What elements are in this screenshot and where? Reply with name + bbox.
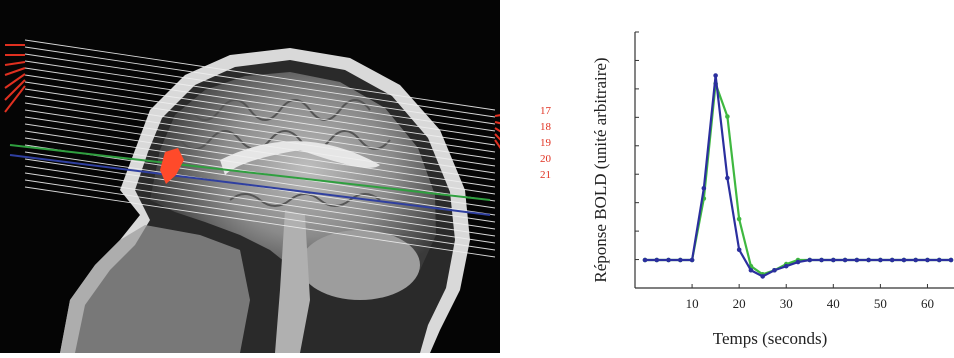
blue-reference-line bbox=[9, 154, 491, 216]
series-point bbox=[842, 257, 848, 263]
slice-line bbox=[24, 46, 496, 118]
series-point bbox=[666, 257, 671, 263]
series-point bbox=[760, 274, 765, 279]
y-axis-label: Réponse BOLD (unité arbitraire) bbox=[591, 57, 610, 282]
mri-figure bbox=[0, 0, 524, 353]
slice-number-19: 19 bbox=[540, 137, 551, 149]
slice-line bbox=[24, 116, 496, 188]
chart-ticks: 10 20 30 40 50 60 bbox=[686, 284, 934, 311]
series-point bbox=[736, 247, 742, 253]
slice-line bbox=[24, 95, 496, 167]
slice-number-18: 18 bbox=[540, 121, 551, 133]
x-tick-label: 30 bbox=[780, 296, 793, 311]
series-point bbox=[913, 257, 918, 263]
chart-series bbox=[642, 73, 954, 279]
brainstem bbox=[275, 210, 310, 353]
x-axis-label: Temps (seconds) bbox=[713, 329, 827, 348]
cerebellum bbox=[300, 230, 420, 300]
series-point bbox=[807, 257, 813, 263]
green-reference-line bbox=[9, 144, 491, 201]
slice-line bbox=[24, 109, 496, 181]
x-tick-label: 60 bbox=[921, 296, 934, 311]
slice-line bbox=[24, 39, 496, 111]
series-point bbox=[748, 267, 754, 273]
chart-axes bbox=[634, 31, 954, 289]
x-tick-label: 50 bbox=[874, 296, 887, 311]
mri-sagittal-image bbox=[0, 0, 524, 353]
series-point bbox=[713, 73, 718, 78]
x-tick-label: 10 bbox=[686, 296, 699, 311]
series-point bbox=[889, 257, 895, 263]
bold-response-chart: 10 20 30 40 50 60 Temps (seconds) Réponse BOL… bbox=[575, 0, 954, 353]
slice-line bbox=[24, 179, 496, 251]
series-point bbox=[678, 257, 683, 263]
series-point bbox=[901, 257, 907, 263]
series-line bbox=[645, 83, 951, 276]
series-line bbox=[645, 75, 951, 278]
series-point bbox=[795, 259, 801, 265]
series-point bbox=[725, 114, 730, 119]
slice-line bbox=[24, 123, 496, 195]
slice-line bbox=[24, 74, 496, 146]
series-point bbox=[854, 257, 860, 263]
slice-number-17: 17 bbox=[540, 105, 551, 117]
series-point bbox=[878, 257, 883, 263]
series-point bbox=[819, 257, 824, 263]
x-tick-label: 20 bbox=[733, 296, 746, 311]
slice-line bbox=[24, 81, 496, 153]
series-point bbox=[866, 257, 871, 263]
chart-svg: 10 20 30 40 50 60 Temps (seconds) Réponse BOL… bbox=[591, 31, 954, 348]
slice-line bbox=[24, 158, 496, 230]
series-point bbox=[701, 185, 707, 191]
slice-line bbox=[24, 165, 496, 237]
slice-line bbox=[24, 67, 496, 139]
series-point bbox=[925, 257, 930, 263]
slice-number-20: 20 bbox=[540, 153, 551, 165]
slice-line bbox=[24, 172, 496, 244]
left-slice-connectors bbox=[4, 44, 26, 113]
series-point bbox=[642, 257, 648, 263]
series-point bbox=[831, 257, 836, 263]
series-point bbox=[772, 267, 777, 273]
slice-line bbox=[24, 88, 496, 160]
slice-line bbox=[24, 53, 496, 125]
slice-line bbox=[24, 130, 496, 202]
series-point bbox=[725, 175, 730, 181]
activation-region bbox=[160, 148, 184, 184]
face-region bbox=[60, 225, 250, 353]
slice-line bbox=[24, 186, 496, 258]
series-point bbox=[936, 257, 942, 263]
slice-line bbox=[24, 60, 496, 132]
series-point bbox=[689, 257, 695, 263]
series-point bbox=[654, 257, 660, 263]
series-point bbox=[783, 263, 789, 269]
series-point bbox=[948, 257, 954, 263]
series-point bbox=[736, 216, 742, 222]
x-tick-label: 40 bbox=[827, 296, 840, 311]
slice-number-21: 21 bbox=[540, 169, 551, 181]
slice-line bbox=[24, 102, 496, 174]
